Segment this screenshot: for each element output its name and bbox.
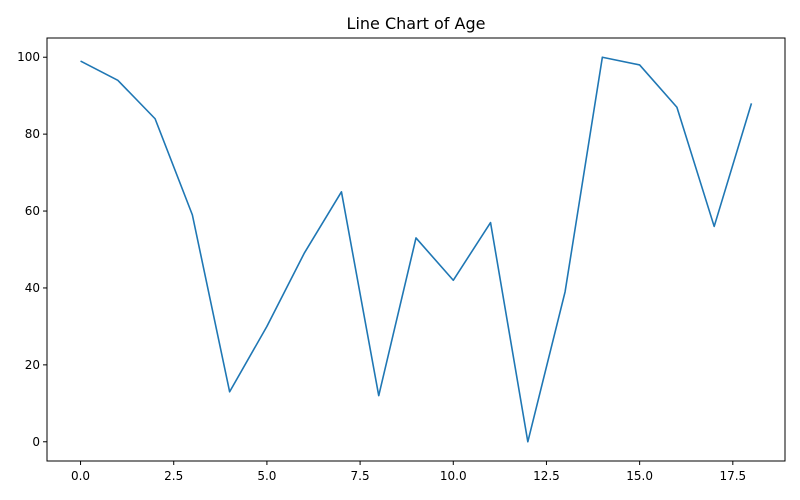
y-tick-label: 20 bbox=[25, 358, 40, 372]
x-tick-label: 10.0 bbox=[440, 469, 467, 483]
y-tick-label: 60 bbox=[25, 204, 40, 218]
x-tick-label: 12.5 bbox=[533, 469, 560, 483]
y-tick-label: 80 bbox=[25, 127, 40, 141]
x-tick-label: 17.5 bbox=[719, 469, 746, 483]
x-axis-ticks: 0.0 2.5 5.0 7.5 10.0 12.5 15.0 17.5 bbox=[71, 461, 746, 483]
x-tick-label: 7.5 bbox=[351, 469, 370, 483]
series-group bbox=[80, 56, 753, 443]
y-tick-label: 40 bbox=[25, 281, 40, 295]
x-tick-label: 2.5 bbox=[164, 469, 183, 483]
y-axis-ticks: 0 20 40 60 80 100 bbox=[17, 50, 47, 449]
x-tick-label: 5.0 bbox=[257, 469, 276, 483]
x-tick-label: 15.0 bbox=[626, 469, 653, 483]
y-tick-label: 100 bbox=[17, 50, 40, 64]
chart-title: Line Chart of Age bbox=[347, 14, 486, 33]
series-line bbox=[80, 56, 753, 443]
y-tick-label: 0 bbox=[32, 435, 40, 449]
x-tick-label: 0.0 bbox=[71, 469, 90, 483]
plot-frame bbox=[46, 37, 786, 462]
